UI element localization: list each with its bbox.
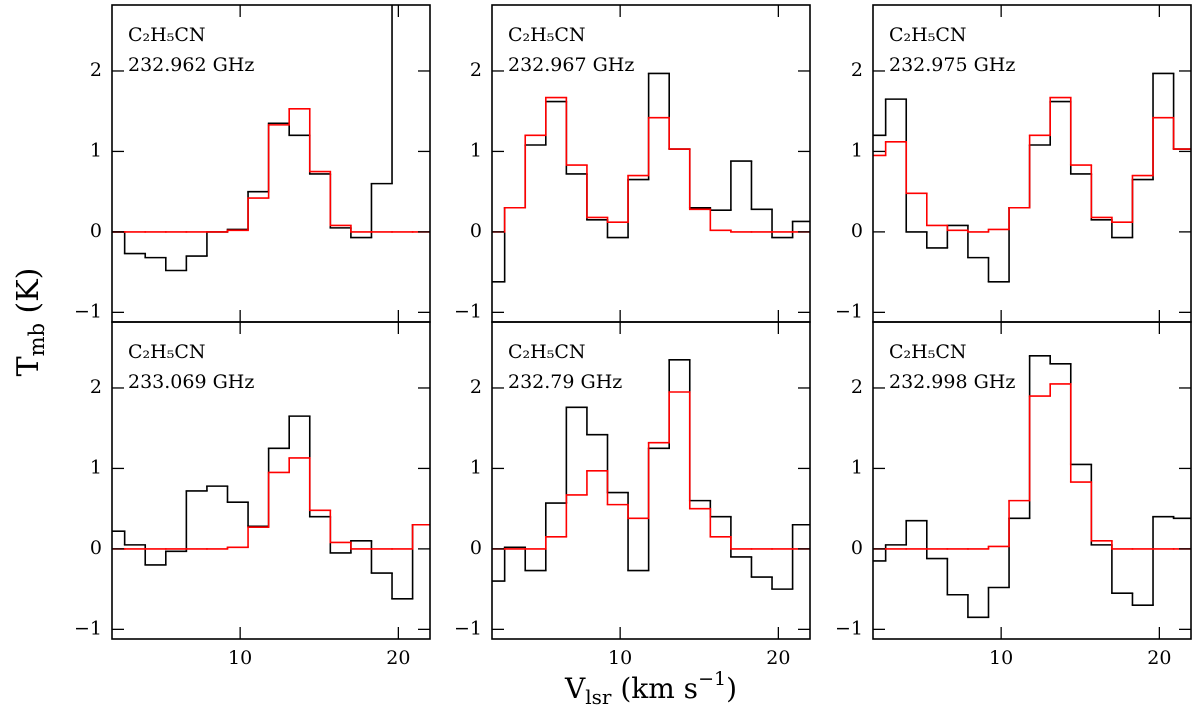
panel-frame	[111, 321, 431, 640]
y-tick-label: 2	[90, 59, 102, 81]
y-tick-label: 0	[851, 220, 863, 242]
panel-annotation: C₂H₅CN	[889, 24, 967, 46]
y-tick-label: −1	[454, 300, 482, 322]
panel-data	[492, 359, 810, 590]
x-axis-label: Vlsr (km s−1)	[564, 668, 737, 709]
panel-annotation: 233.069 GHz	[128, 371, 254, 393]
panel-annotation: C₂H₅CN	[889, 341, 967, 363]
x-tick-label: 20	[766, 647, 790, 669]
y-tick-label: 1	[470, 456, 482, 478]
y-tick-label: 2	[851, 59, 863, 81]
panel-frame	[491, 321, 811, 640]
panel-annotation: C₂H₅CN	[508, 341, 586, 363]
y-tick-label: −1	[74, 300, 102, 322]
panel-data	[873, 354, 1191, 619]
x-tick-label: 10	[989, 647, 1013, 669]
panel-annotation: 232.79 GHz	[508, 371, 622, 393]
panel-annotation: C₂H₅CN	[508, 24, 586, 46]
y-tick-label: 2	[90, 376, 102, 398]
y-axis-label-part: (K)	[11, 268, 46, 323]
y-tick-label: 1	[851, 139, 863, 161]
y-tick-label: 2	[470, 59, 482, 81]
x-axis-label-part: lsr	[585, 685, 612, 709]
y-tick-label: 0	[470, 220, 482, 242]
y-tick-label: 0	[470, 537, 482, 559]
panel-annotation: C₂H₅CN	[128, 24, 206, 46]
y-axis-label-part: T	[11, 356, 46, 376]
y-tick-label: 0	[851, 537, 863, 559]
y-tick-label: 2	[470, 376, 482, 398]
y-tick-label: 0	[90, 537, 102, 559]
panel-data	[112, 5, 430, 272]
panel-annotation: 232.975 GHz	[889, 54, 1015, 76]
x-axis-label-part: (km s	[611, 672, 698, 705]
panel-annotation: C₂H₅CN	[128, 341, 206, 363]
panel-frame	[872, 321, 1192, 640]
panel-annotation: 232.967 GHz	[508, 54, 634, 76]
x-axis-label-part: V	[564, 672, 586, 705]
y-tick-label: −1	[74, 617, 102, 639]
y-tick-label: 1	[470, 139, 482, 161]
panel-annotation: 232.962 GHz	[128, 54, 254, 76]
y-axis-label-part: mb	[25, 323, 49, 356]
panel-data	[112, 415, 430, 600]
y-tick-label: 1	[90, 456, 102, 478]
x-axis-label-part: −1	[698, 668, 726, 690]
x-tick-label: 20	[1147, 647, 1171, 669]
y-tick-label: −1	[454, 617, 482, 639]
y-tick-label: −1	[835, 617, 863, 639]
x-tick-label: 10	[228, 647, 252, 669]
x-tick-label: 10	[608, 647, 632, 669]
y-tick-label: 0	[90, 220, 102, 242]
y-tick-label: 2	[851, 376, 863, 398]
y-tick-label: 1	[90, 139, 102, 161]
y-tick-label: −1	[835, 300, 863, 322]
y-axis-label: Tmb (K)	[11, 268, 49, 377]
x-axis-label-part: )	[726, 672, 737, 705]
panel-annotation: 232.998 GHz	[889, 371, 1015, 393]
panel-data	[873, 72, 1191, 283]
y-tick-label: 1	[851, 456, 863, 478]
panel-data	[492, 72, 810, 283]
x-tick-label: 20	[386, 647, 410, 669]
